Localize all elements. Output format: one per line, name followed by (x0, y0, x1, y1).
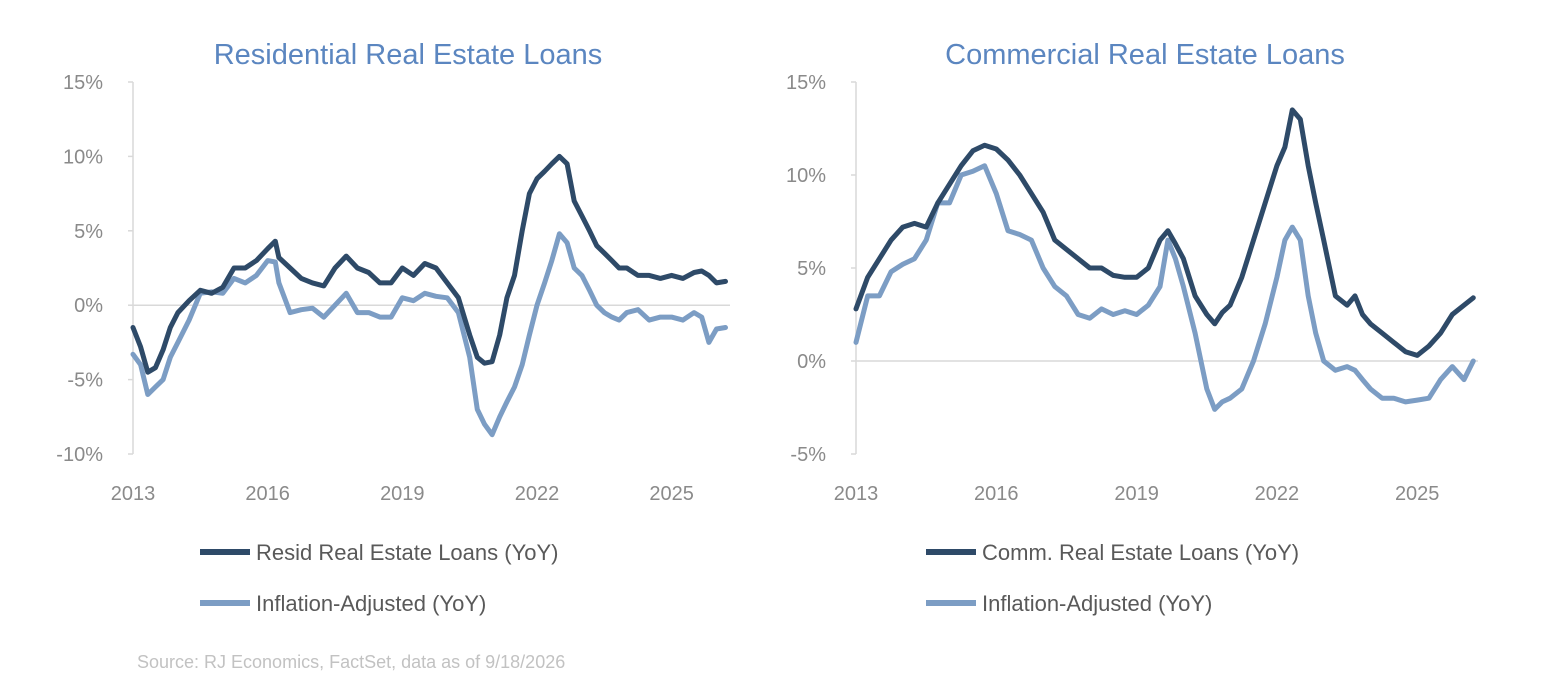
legend-label: Inflation-Adjusted (YoY) (256, 591, 486, 616)
chart-title: Residential Real Estate Loans (214, 39, 603, 71)
y-tick-label: 10% (63, 146, 103, 168)
x-tick-label: 2019 (1114, 483, 1159, 505)
y-tick-label: -5% (67, 370, 103, 392)
x-tick-label: 2025 (1395, 483, 1440, 505)
y-tick-label: -5% (790, 444, 826, 466)
x-tick-label: 2016 (974, 483, 1019, 505)
chart-residential: Residential Real Estate Loans 15% 10% 5% 0% -… (56, 39, 730, 616)
x-tick-label: 2025 (649, 483, 694, 505)
x-tick-label: 2022 (515, 483, 560, 505)
y-tick-label: -10% (56, 444, 103, 466)
y-tick-label: 5% (797, 258, 826, 280)
x-tick-label: 2022 (1255, 483, 1300, 505)
series-line-inflation-adjusted (130, 231, 728, 438)
y-tick-label: 15% (63, 72, 103, 94)
legend-label: Resid Real Estate Loans (YoY) (256, 540, 558, 565)
x-tick-label: 2016 (245, 483, 290, 505)
y-tick-label: 5% (74, 221, 103, 243)
y-tick-label: 15% (786, 72, 826, 94)
source-note: Source: RJ Economics, FactSet, data as o… (137, 652, 566, 672)
series-line-nominal (130, 153, 728, 375)
series-line-nominal (853, 107, 1476, 358)
x-tick-label: 2013 (834, 483, 879, 505)
x-tick-label: 2013 (111, 483, 156, 505)
y-tick-label: 10% (786, 165, 826, 187)
chart-title: Commercial Real Estate Loans (945, 39, 1345, 71)
legend-label: Inflation-Adjusted (YoY) (982, 591, 1212, 616)
series-line-inflation-adjusted (853, 163, 1476, 412)
legend-label: Comm. Real Estate Loans (YoY) (982, 540, 1299, 565)
y-tick-label: 0% (797, 351, 826, 373)
y-tick-label: 0% (74, 295, 103, 317)
chart-commercial: Commercial Real Estate Loans 15% 10% 5% 0% -5… (786, 39, 1478, 616)
x-tick-label: 2019 (380, 483, 425, 505)
